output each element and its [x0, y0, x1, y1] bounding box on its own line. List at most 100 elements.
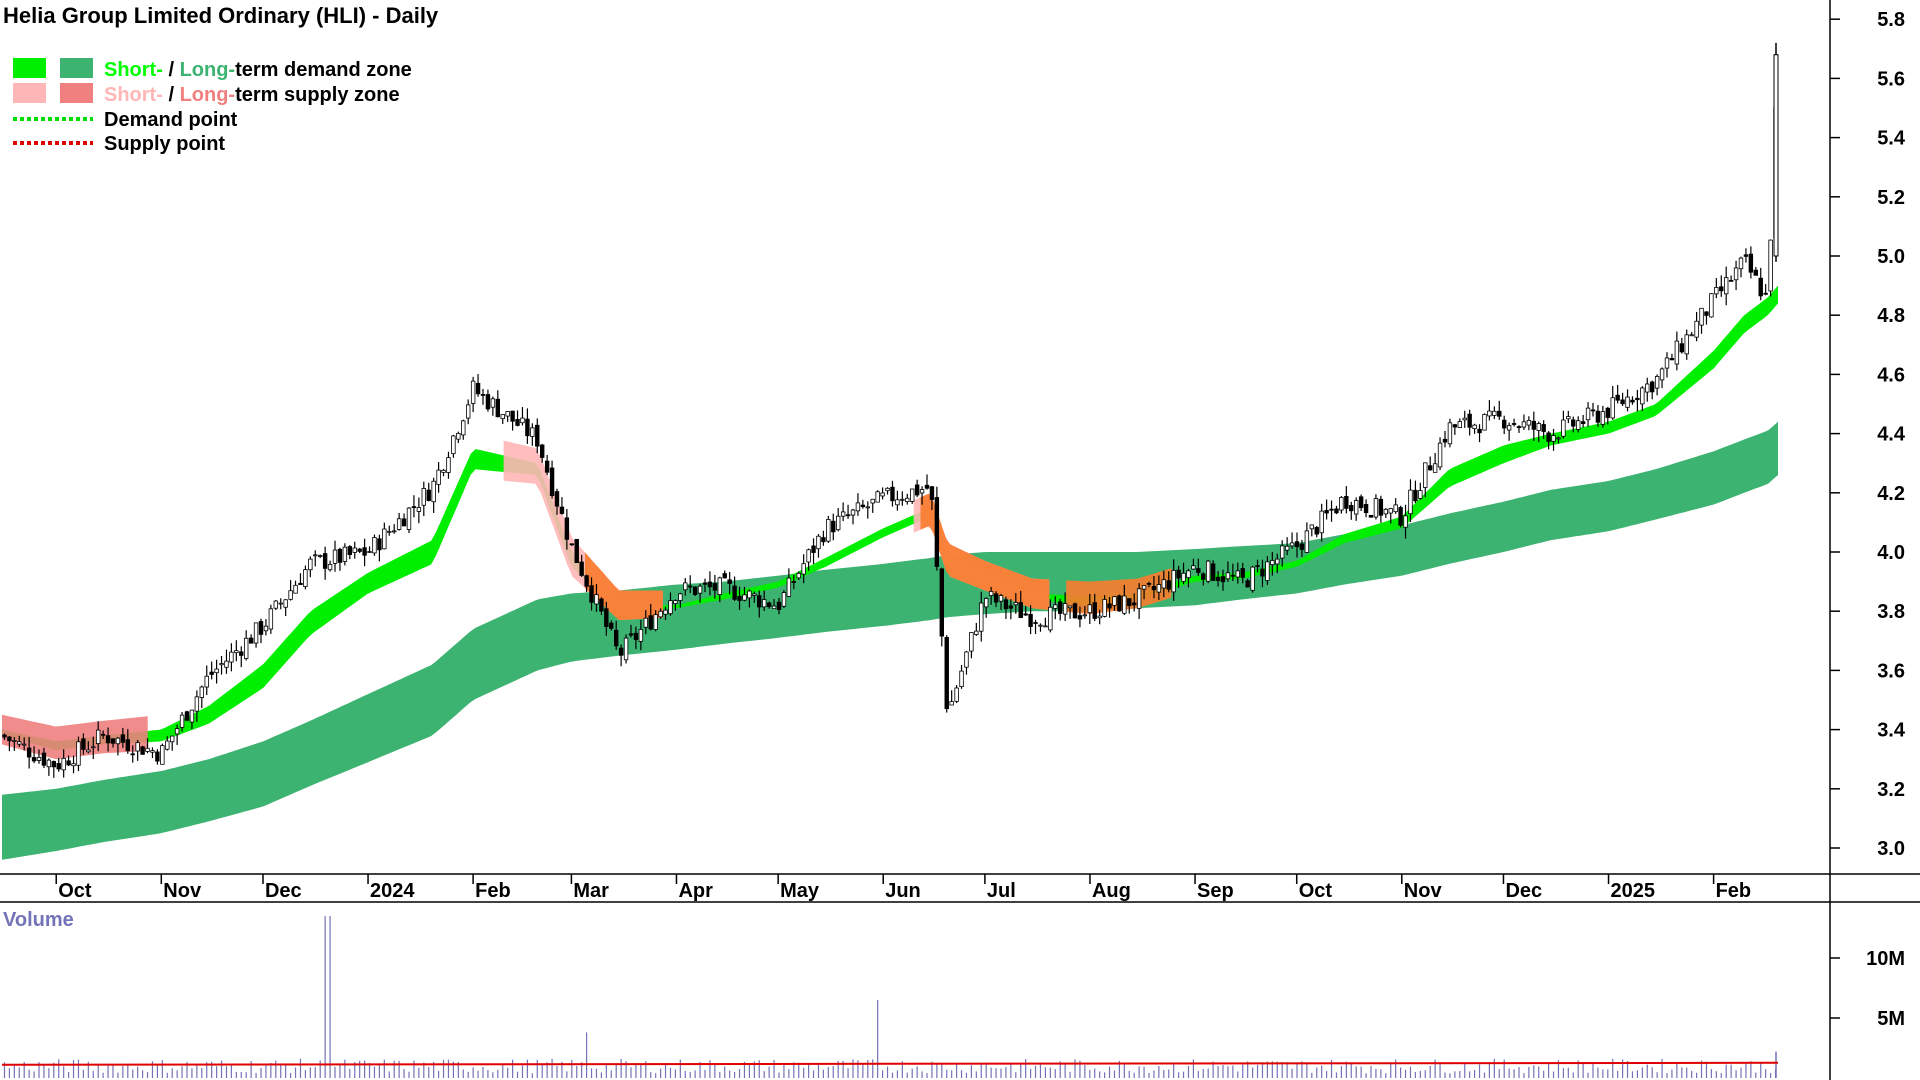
- candle-body: [1358, 496, 1364, 509]
- candle-body: [934, 497, 940, 567]
- candle-body: [1087, 604, 1092, 614]
- candle-body: [1694, 320, 1699, 338]
- candle-body: [969, 632, 974, 652]
- candle-body: [1329, 508, 1334, 511]
- candle-body: [1038, 624, 1043, 627]
- supply-zone: [585, 552, 663, 620]
- candle-body: [224, 660, 229, 668]
- candle-body: [1492, 410, 1497, 416]
- candle-body: [520, 417, 525, 424]
- candle-body: [1442, 438, 1448, 443]
- candle-body: [569, 543, 574, 546]
- candle-body: [688, 585, 693, 588]
- legend-supply-short-swatch: [13, 83, 46, 103]
- legend-supply-point: Supply point: [104, 133, 225, 155]
- candle-body: [317, 555, 323, 557]
- candle-body: [125, 739, 130, 752]
- x-tick-label: Nov: [1404, 880, 1443, 902]
- long-term-demand-zone: [2, 421, 1778, 860]
- candle-body: [505, 411, 510, 417]
- candle-body: [1161, 579, 1166, 589]
- candle-body: [618, 647, 624, 656]
- candle-body: [263, 625, 269, 632]
- candle-body: [1215, 576, 1221, 581]
- candle-body: [1201, 573, 1206, 580]
- candle-body: [910, 488, 915, 502]
- candle-body: [762, 599, 767, 608]
- legend-supply-zone: Short- / Long-term supply zone: [104, 84, 400, 106]
- candle-body: [648, 615, 653, 630]
- candle-body: [1516, 426, 1522, 428]
- candle-body: [322, 553, 328, 569]
- candle-body: [944, 637, 949, 710]
- candle-body: [1304, 530, 1310, 553]
- candle-body: [26, 747, 32, 758]
- candle-body: [1447, 422, 1453, 445]
- candle-body: [41, 752, 47, 766]
- candle-body: [1067, 605, 1073, 609]
- candle-body: [1245, 580, 1250, 588]
- candle-body: [12, 739, 17, 742]
- legend-demand-sep: /: [163, 59, 180, 81]
- candle-body: [865, 506, 870, 509]
- y-tick-label: 3.0: [1877, 838, 1905, 860]
- candle-body: [155, 751, 160, 762]
- candle-body: [1378, 498, 1384, 516]
- candle-body: [480, 394, 486, 396]
- x-tick-label: Apr: [678, 880, 713, 902]
- candle-body: [988, 591, 994, 596]
- candle-body: [1635, 397, 1640, 401]
- x-tick-label: Jul: [987, 880, 1016, 902]
- candle-body: [1733, 267, 1739, 281]
- candle-body: [1645, 383, 1650, 393]
- candle-body: [1284, 545, 1290, 551]
- x-tick-label: Oct: [1299, 880, 1333, 902]
- candle-body: [1112, 596, 1117, 606]
- legend-supply-short-label: Short-: [104, 84, 163, 106]
- candle-body: [1620, 399, 1625, 405]
- candle-body: [406, 507, 412, 530]
- legend-demand-long-swatch: [60, 58, 93, 78]
- candle-body: [1141, 585, 1147, 590]
- candle-body: [1280, 545, 1285, 559]
- candle-body: [1393, 504, 1398, 513]
- candle-body: [1151, 586, 1157, 591]
- candle-body: [1023, 613, 1028, 616]
- candle-body: [949, 701, 954, 706]
- candle-body: [495, 398, 500, 418]
- candle-body: [668, 600, 673, 615]
- candle-body: [1546, 432, 1551, 442]
- candle-body: [234, 650, 239, 654]
- legend-supply-long-label: Long-: [180, 84, 236, 106]
- candle-body: [766, 602, 772, 608]
- candle-body: [165, 740, 170, 750]
- candle-body: [81, 738, 86, 750]
- candle-body: [2, 734, 7, 738]
- candle-body: [174, 728, 180, 735]
- candle-body: [387, 530, 392, 533]
- candle-body: [1738, 257, 1744, 270]
- candle-body: [1477, 428, 1482, 434]
- candle-body: [1053, 604, 1058, 609]
- candle-body: [1556, 437, 1561, 440]
- y-tick-label: 5.8: [1877, 9, 1905, 31]
- candle-body: [1289, 542, 1295, 547]
- volume-axis: 5M 10M: [1830, 948, 1905, 1030]
- candle-body: [140, 746, 145, 755]
- candle-body: [91, 746, 96, 749]
- y-tick-label: 3.4: [1877, 720, 1906, 742]
- y-tick-label: 4.8: [1877, 305, 1905, 327]
- candle-body: [584, 575, 589, 587]
- candle-body: [337, 548, 343, 563]
- candle-body: [184, 711, 190, 721]
- candle-body: [633, 632, 639, 640]
- candle-body: [727, 579, 732, 584]
- candle-body: [1566, 416, 1571, 420]
- candle-body: [1260, 568, 1265, 577]
- candle-body: [1132, 602, 1137, 606]
- candle-body: [31, 757, 37, 762]
- candle-body: [278, 602, 283, 605]
- candle-body: [712, 583, 718, 591]
- candle-body: [855, 502, 861, 512]
- x-tick-label: May: [780, 880, 820, 902]
